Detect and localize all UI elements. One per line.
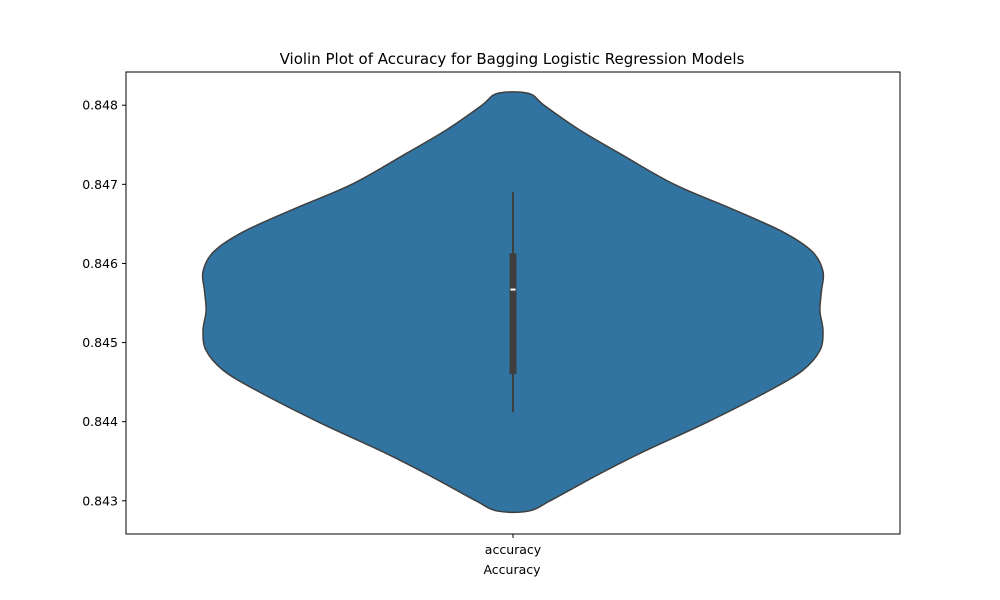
chart-title: Violin Plot of Accuracy for Bagging Logi… [280, 50, 745, 68]
y-tick-label: 0.847 [82, 177, 118, 192]
y-tick-label: 0.846 [82, 256, 118, 271]
x-tick-label: accuracy [485, 542, 542, 557]
y-axis: 0.843 0.844 0.845 0.846 0.847 0.848 [82, 98, 126, 508]
y-tick-label: 0.844 [82, 414, 118, 429]
violin-iqr-box [509, 253, 517, 375]
y-tick-label: 0.843 [82, 493, 118, 508]
x-axis: accuracy [485, 534, 542, 557]
y-tick-label: 0.848 [82, 98, 118, 113]
y-tick-label: 0.845 [82, 335, 118, 350]
plot-area [201, 91, 825, 514]
x-axis-label: Accuracy [483, 562, 541, 577]
